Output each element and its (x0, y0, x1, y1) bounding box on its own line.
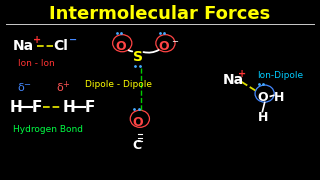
Text: F: F (85, 100, 95, 115)
Text: Cl: Cl (53, 39, 68, 53)
Text: Na: Na (222, 73, 244, 87)
Text: −: − (171, 37, 178, 46)
Text: Ion-Dipole: Ion-Dipole (257, 71, 303, 80)
Text: O: O (115, 40, 126, 53)
Text: Na: Na (13, 39, 34, 53)
Text: H: H (274, 91, 284, 104)
Text: δ: δ (56, 83, 63, 93)
Text: Hydrogen Bond: Hydrogen Bond (13, 125, 83, 134)
Text: O: O (158, 40, 169, 53)
Text: O: O (258, 91, 268, 104)
Text: Ion - Ion: Ion - Ion (19, 59, 55, 68)
Text: H: H (62, 100, 75, 115)
Text: +: + (62, 80, 68, 89)
Text: +: + (33, 35, 41, 45)
Text: F: F (32, 100, 42, 115)
Text: O: O (133, 116, 143, 129)
Text: δ: δ (18, 83, 24, 93)
Text: C: C (133, 139, 142, 152)
Text: Dipole - Dipole: Dipole - Dipole (85, 80, 152, 89)
Text: H: H (10, 100, 22, 115)
Text: S: S (133, 50, 143, 64)
Text: −: − (23, 80, 30, 89)
Text: −: − (69, 35, 77, 45)
Text: Intermolecular Forces: Intermolecular Forces (49, 5, 271, 23)
Text: +: + (238, 69, 246, 78)
Text: H: H (258, 111, 268, 124)
